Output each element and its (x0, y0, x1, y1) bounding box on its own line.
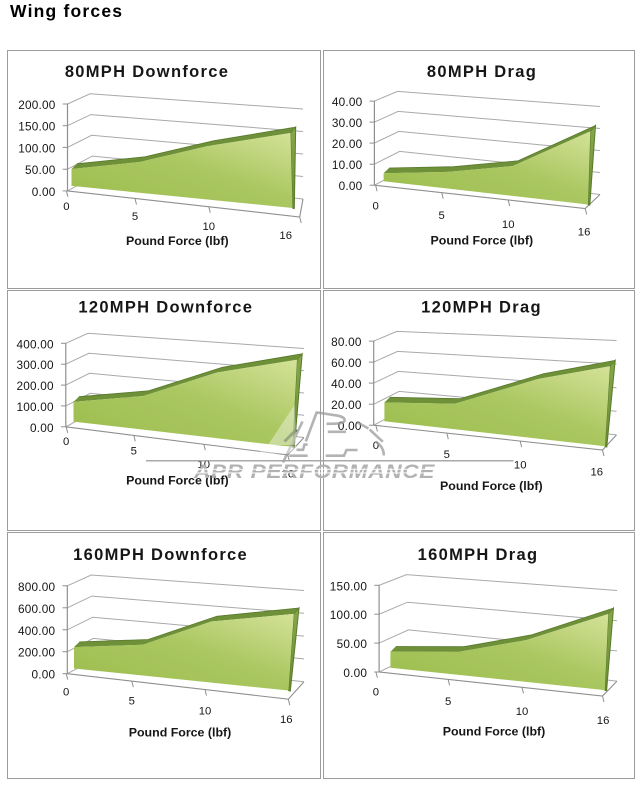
svg-text:16: 16 (280, 714, 293, 726)
svg-text:0.00: 0.00 (339, 179, 363, 193)
svg-text:60.00: 60.00 (331, 356, 362, 370)
svg-text:16: 16 (281, 468, 294, 480)
svg-text:10: 10 (203, 221, 216, 233)
svg-text:0: 0 (63, 201, 69, 213)
svg-text:10: 10 (502, 219, 515, 231)
svg-text:10: 10 (514, 460, 527, 472)
svg-text:16: 16 (591, 466, 604, 478)
svg-text:5: 5 (131, 446, 137, 458)
svg-text:0.00: 0.00 (32, 185, 56, 199)
svg-text:Pound Force (lbf): Pound Force (lbf) (440, 479, 543, 493)
svg-text:10: 10 (198, 459, 211, 471)
svg-text:10.00: 10.00 (332, 158, 363, 172)
svg-text:5: 5 (445, 696, 451, 708)
svg-text:600.00: 600.00 (18, 602, 56, 616)
svg-text:120MPH Downforce: 120MPH Downforce (78, 299, 253, 317)
svg-text:0.00: 0.00 (32, 668, 56, 682)
svg-text:0: 0 (373, 687, 379, 699)
svg-text:0.00: 0.00 (30, 421, 54, 435)
svg-text:20.00: 20.00 (332, 137, 363, 151)
svg-text:5: 5 (444, 449, 450, 461)
svg-text:40.00: 40.00 (332, 95, 363, 109)
svg-text:400.00: 400.00 (18, 624, 56, 638)
svg-text:200.00: 200.00 (18, 98, 56, 112)
svg-text:5: 5 (132, 211, 138, 223)
svg-text:100.00: 100.00 (18, 141, 56, 155)
svg-text:100.00: 100.00 (330, 608, 368, 622)
svg-text:150.00: 150.00 (330, 579, 368, 593)
svg-text:150.00: 150.00 (18, 120, 56, 134)
svg-text:5: 5 (129, 696, 135, 708)
svg-text:120MPH Drag: 120MPH Drag (421, 299, 542, 317)
svg-text:Pound Force (lbf): Pound Force (lbf) (129, 725, 232, 739)
svg-text:80MPH Downforce: 80MPH Downforce (65, 63, 229, 81)
svg-text:Pound Force (lbf): Pound Force (lbf) (126, 234, 229, 248)
svg-text:200.00: 200.00 (18, 646, 56, 660)
svg-text:30.00: 30.00 (332, 116, 363, 130)
svg-text:0: 0 (373, 440, 379, 452)
svg-text:40.00: 40.00 (331, 377, 362, 391)
svg-text:400.00: 400.00 (17, 337, 55, 351)
svg-text:300.00: 300.00 (17, 358, 55, 372)
svg-text:10: 10 (199, 706, 212, 718)
svg-text:80.00: 80.00 (331, 335, 362, 349)
svg-text:50.00: 50.00 (25, 163, 56, 177)
svg-text:16: 16 (597, 715, 610, 727)
svg-text:0: 0 (372, 201, 378, 213)
svg-text:50.00: 50.00 (337, 637, 368, 651)
svg-text:Pound Force (lbf): Pound Force (lbf) (126, 474, 229, 488)
svg-text:Pound Force (lbf): Pound Force (lbf) (443, 725, 546, 739)
svg-text:16: 16 (279, 230, 292, 242)
svg-text:20.00: 20.00 (331, 398, 362, 412)
svg-text:16: 16 (578, 226, 591, 238)
svg-text:0: 0 (63, 436, 69, 448)
svg-text:100.00: 100.00 (17, 400, 55, 414)
svg-text:200.00: 200.00 (17, 379, 55, 393)
svg-text:800.00: 800.00 (18, 580, 56, 594)
svg-text:Wing forces: Wing forces (10, 1, 123, 21)
svg-text:5: 5 (439, 210, 445, 222)
svg-text:10: 10 (516, 706, 529, 718)
svg-text:0.00: 0.00 (343, 666, 367, 680)
svg-text:80MPH Drag: 80MPH Drag (427, 63, 537, 81)
svg-text:160MPH Downforce: 160MPH Downforce (73, 546, 248, 564)
svg-text:APR PERFORMANCE: APR PERFORMANCE (193, 462, 436, 483)
svg-text:Pound Force (lbf): Pound Force (lbf) (431, 233, 534, 247)
svg-text:0: 0 (63, 686, 69, 698)
svg-text:160MPH Drag: 160MPH Drag (418, 546, 539, 564)
